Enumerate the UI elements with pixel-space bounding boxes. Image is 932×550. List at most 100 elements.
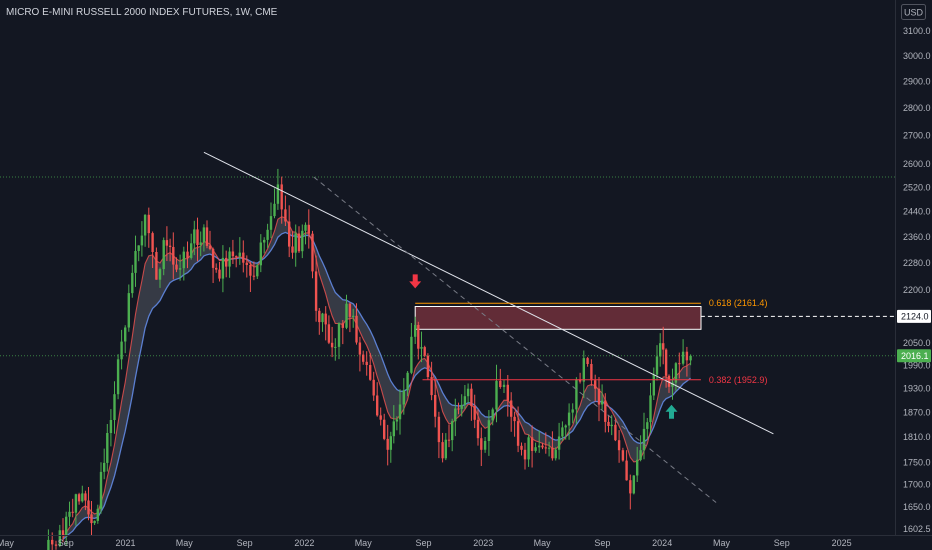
candle bbox=[90, 501, 93, 536]
candle-body bbox=[398, 404, 402, 420]
candle bbox=[96, 504, 99, 524]
candle-body bbox=[392, 421, 395, 437]
candle-body bbox=[147, 214, 150, 234]
candle bbox=[454, 398, 457, 437]
candle-body bbox=[652, 374, 655, 396]
candle-body bbox=[480, 438, 483, 450]
price-tick-label: 1650.0 bbox=[903, 502, 931, 512]
candle bbox=[74, 493, 78, 526]
candle-body bbox=[646, 422, 649, 429]
candle bbox=[215, 263, 218, 273]
candle-body bbox=[463, 396, 467, 405]
candle-body bbox=[597, 388, 601, 405]
candle-body bbox=[642, 428, 646, 451]
descending-trendline bbox=[203, 151, 774, 435]
arrow-up-icon bbox=[665, 404, 678, 419]
candle bbox=[483, 437, 487, 453]
candle-body bbox=[311, 233, 314, 272]
time-tick-label: 2023 bbox=[473, 538, 493, 548]
candle bbox=[65, 511, 68, 546]
candle bbox=[678, 352, 681, 379]
candle bbox=[646, 418, 649, 440]
candle bbox=[430, 361, 433, 401]
candle-body bbox=[245, 262, 248, 265]
candle bbox=[221, 245, 225, 293]
time-tick-label: May bbox=[176, 538, 194, 548]
candle bbox=[541, 442, 544, 450]
candle bbox=[681, 339, 685, 366]
candle-body bbox=[621, 450, 625, 461]
price-tick-label: 2360.0 bbox=[903, 232, 931, 242]
candle bbox=[649, 383, 652, 433]
time-axis[interactable]: May Sep 2021 May Sep 2022 May Sep 2023 May Sep 2024… bbox=[0, 538, 852, 548]
candle bbox=[389, 431, 392, 463]
candle-body bbox=[51, 539, 54, 545]
candle bbox=[561, 421, 564, 441]
candle bbox=[68, 501, 71, 527]
resistance-zone bbox=[414, 306, 702, 330]
time-tick-label: 2022 bbox=[294, 538, 314, 548]
candle bbox=[689, 354, 692, 366]
candle-body bbox=[410, 336, 413, 373]
candle bbox=[594, 374, 597, 402]
candle-body bbox=[228, 251, 231, 267]
candle bbox=[330, 326, 334, 358]
candle bbox=[547, 441, 551, 457]
candle bbox=[614, 418, 617, 442]
candle bbox=[137, 245, 140, 262]
candle-body bbox=[678, 363, 681, 365]
candle bbox=[629, 474, 632, 510]
candle-body bbox=[487, 420, 491, 441]
candle-body bbox=[211, 248, 215, 268]
candle bbox=[71, 498, 74, 518]
candle bbox=[348, 302, 352, 333]
candle-body bbox=[242, 252, 245, 263]
candle bbox=[103, 448, 106, 480]
candle bbox=[571, 403, 574, 424]
candle bbox=[202, 224, 206, 252]
candlesticks bbox=[47, 168, 692, 550]
last-price-badge bbox=[897, 349, 931, 363]
candle-body bbox=[541, 445, 544, 448]
candle-body bbox=[689, 355, 692, 361]
candle-body bbox=[81, 493, 84, 502]
candle bbox=[530, 425, 534, 468]
candle-body bbox=[664, 349, 668, 376]
candle-body bbox=[495, 380, 498, 410]
candle bbox=[193, 220, 196, 256]
price-tick-label: 1870.0 bbox=[903, 408, 931, 418]
candle bbox=[334, 338, 337, 361]
candle-body bbox=[215, 267, 218, 270]
candle bbox=[134, 235, 137, 287]
candle bbox=[590, 359, 593, 386]
price-axis[interactable]: 1602.5 1650.0 1700.0 1750.0 1810.0 1870.0 1930… bbox=[903, 26, 931, 534]
candle-body bbox=[218, 269, 221, 279]
candle bbox=[124, 325, 127, 354]
candle bbox=[544, 432, 547, 454]
candle bbox=[297, 226, 301, 253]
candle-body bbox=[182, 251, 185, 269]
candle-body bbox=[120, 341, 123, 360]
candle bbox=[269, 202, 273, 239]
candle-body bbox=[499, 380, 502, 387]
candle-body bbox=[402, 390, 405, 405]
candle-body bbox=[96, 508, 99, 521]
candle-body bbox=[659, 343, 662, 357]
ema-slow-line bbox=[62, 231, 692, 540]
candle-body bbox=[632, 475, 635, 494]
candle-body bbox=[614, 424, 617, 441]
candle bbox=[172, 232, 175, 280]
candle-body bbox=[406, 372, 409, 391]
candle bbox=[372, 371, 375, 401]
candle-body bbox=[208, 245, 212, 249]
candle bbox=[617, 430, 621, 463]
candle bbox=[175, 257, 178, 273]
candle-body bbox=[330, 342, 334, 348]
currency-selector[interactable]: USD bbox=[901, 4, 926, 20]
candle-body bbox=[534, 447, 537, 451]
candle bbox=[520, 442, 523, 456]
price-tick-label: 1810.0 bbox=[903, 432, 931, 442]
candle bbox=[473, 394, 476, 429]
candle bbox=[355, 303, 358, 345]
candle-body bbox=[103, 462, 106, 472]
